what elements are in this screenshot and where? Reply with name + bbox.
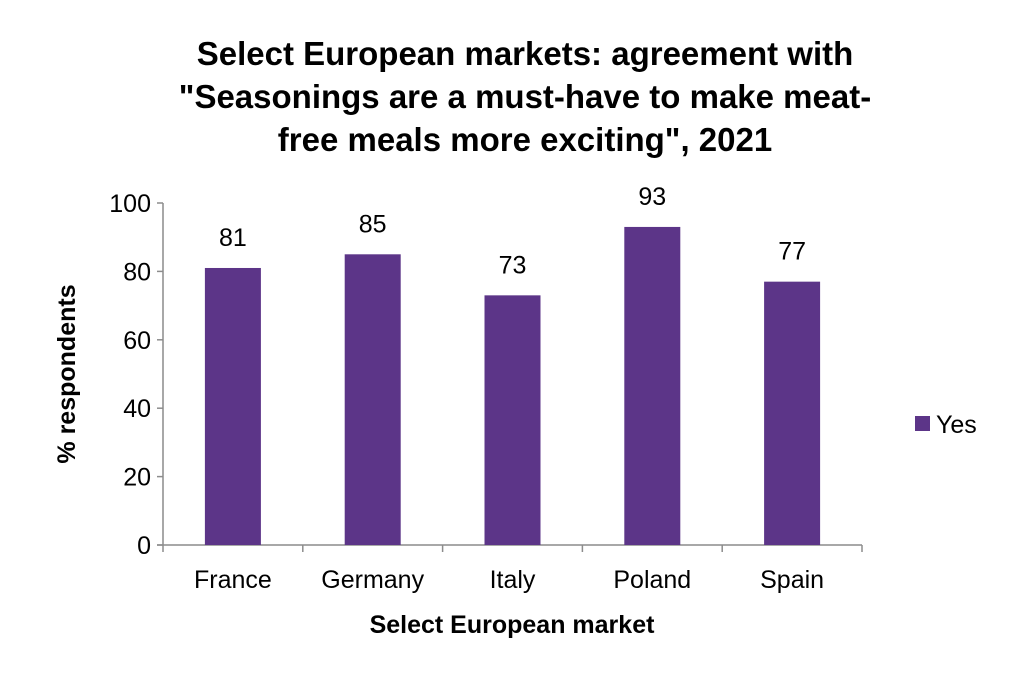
bar xyxy=(484,295,541,545)
x-tick-label: Poland xyxy=(613,566,691,594)
bars xyxy=(204,226,821,546)
y-axis-title: % respondents xyxy=(53,284,81,463)
data-label: 77 xyxy=(778,238,806,266)
data-label: 85 xyxy=(359,210,387,238)
data-label: 81 xyxy=(219,224,247,252)
bar xyxy=(204,267,261,545)
chart-title-line-3: free meals more exciting", 2021 xyxy=(277,121,773,158)
x-axis-title: Select European market xyxy=(370,611,656,639)
bar xyxy=(344,254,401,546)
y-tick-label: 60 xyxy=(123,327,151,355)
legend: Yes xyxy=(915,411,977,439)
data-labels: 81 85 73 93 77 xyxy=(219,183,806,279)
legend-swatch xyxy=(915,416,930,431)
chart-title: Select European markets: agreement with … xyxy=(100,32,950,161)
y-tick-label: 100 xyxy=(109,190,151,218)
data-label: 73 xyxy=(499,251,527,279)
bar xyxy=(764,281,821,545)
x-tick-label: Germany xyxy=(321,566,424,594)
y-tick-label: 0 xyxy=(137,532,151,560)
chart-title-line-1: Select European markets: agreement with xyxy=(196,35,854,72)
x-tick-label: France xyxy=(194,566,272,594)
y-tick-label: 80 xyxy=(123,258,151,286)
x-tick-label: Italy xyxy=(490,566,536,594)
bar xyxy=(624,226,681,545)
y-tick-label: 20 xyxy=(123,464,151,492)
chart-title-line-2: "Seasonings are a must-have to make meat… xyxy=(178,78,872,115)
data-label: 93 xyxy=(638,183,666,211)
y-tick-label: 40 xyxy=(123,395,151,423)
x-axis: France Germany Italy Poland Spain xyxy=(157,544,863,594)
legend-label: Yes xyxy=(936,411,977,439)
y-axis: 0 20 40 60 80 100 xyxy=(109,190,164,560)
x-tick-label: Spain xyxy=(760,566,824,594)
